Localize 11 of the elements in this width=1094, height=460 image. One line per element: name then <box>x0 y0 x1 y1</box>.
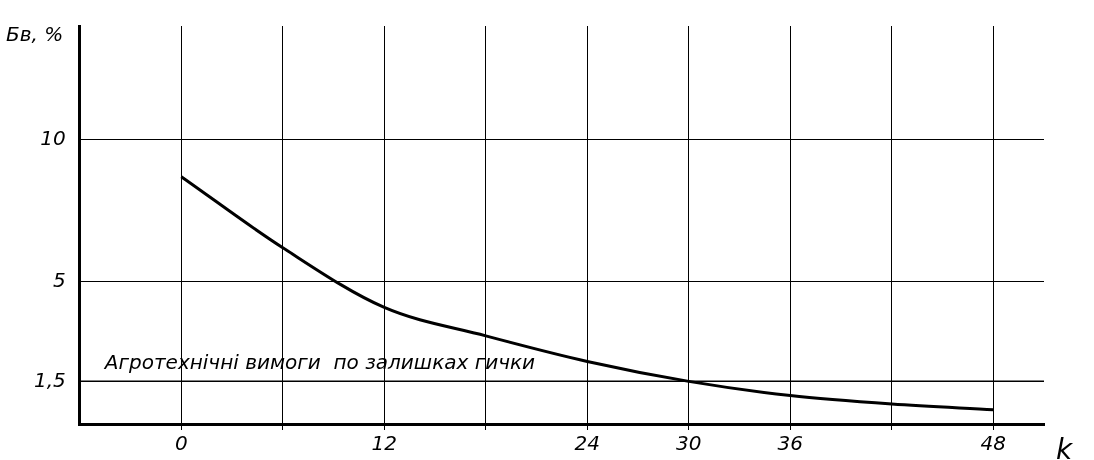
x-tick-label: 24 <box>574 431 600 456</box>
x-axis-title: k <box>1056 433 1074 460</box>
x-tick-label: 48 <box>980 431 1006 456</box>
x-tick-label: 36 <box>777 431 803 456</box>
x-tick-label: 12 <box>371 431 398 456</box>
y-tick-label: 5 <box>53 268 66 293</box>
y-tick-label: 1,5 <box>33 367 66 392</box>
y-tick-label: 10 <box>40 125 66 150</box>
y-axis-title: Бв, % <box>6 22 64 47</box>
x-tick-label: 30 <box>676 431 702 456</box>
x-tick-label: 0 <box>174 431 188 456</box>
